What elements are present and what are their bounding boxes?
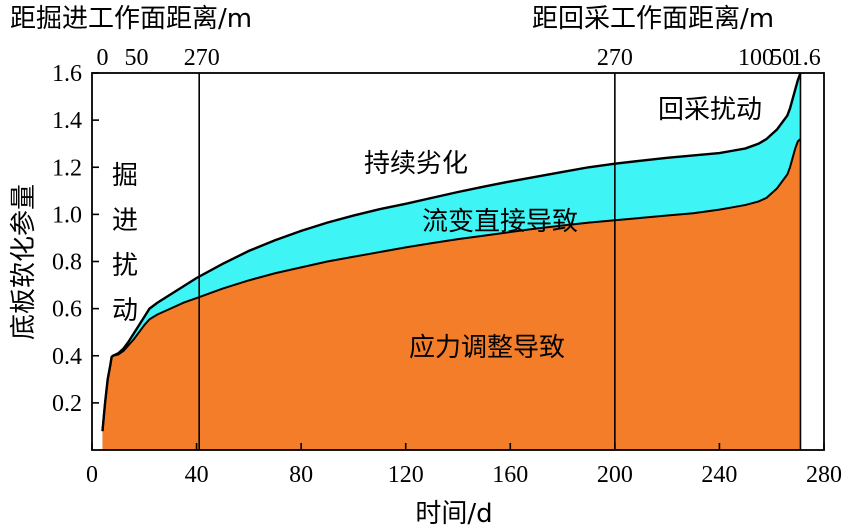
x-tick-label: 40 [185,462,209,488]
top-left-axis-title: 距掘进工作面距离/m [10,4,252,34]
stress-adjustment-line [101,138,802,432]
tick-layer: 0 40 80 120 160 200 240 280 0.2 0.4 0.6 0.8 1.0 1.2 1.… [52,45,842,488]
top-tick-label: 100 [738,45,774,71]
y-tick-label: 1.0 [52,202,82,228]
area-layer [101,72,802,450]
x-tick-label: 200 [597,462,633,488]
y-tick-label: 0.6 [52,297,82,323]
x-tick-label: 0 [86,462,98,488]
y-tick-label: 0.8 [52,250,82,276]
top-tick-label: 50 [124,45,148,71]
top-tick-label: 270 [184,45,220,71]
x-tick-label: 240 [701,462,737,488]
x-tick-label: 120 [388,462,424,488]
y-tick-label: 1.6 [52,61,82,87]
y-tick-label: 1.2 [52,155,82,181]
x-tick-label: 160 [492,462,528,488]
x-tick-label: 80 [289,462,313,488]
x-axis-title: 时间/d [415,499,492,529]
x-tick-label: 280 [806,462,842,488]
excavation-disturbance-char: 扰 [112,251,138,281]
excavation-disturbance-char: 进 [112,206,138,236]
y-tick-label: 1.4 [52,108,82,134]
top-tick-label: 0 [96,45,108,71]
y-axis-title: 底板软化参量 [9,184,39,340]
top-tick-label: 270 [597,45,633,71]
stress-adjustment-area [102,138,801,450]
vertical-line-layer [198,73,802,450]
annotation-rheology-caused: 流变直接导致 [422,207,578,237]
y-tick-label: 0.2 [52,391,82,417]
label-layer: 距掘进工作面距离/m 距回采工作面距离/m 时间/d 底板软化参量 持续劣化 流… [9,4,774,529]
top-tick-label: 1.6 [791,45,821,71]
excavation-disturbance-char: 动 [112,296,138,326]
top-right-axis-title: 距回采工作面距离/m [532,4,774,34]
annotation-persistent-deterioration: 持续劣化 [364,149,468,179]
top-tick-label: 50 [770,45,794,71]
y-tick-label: 0.4 [52,344,82,370]
annotation-mining-disturbance: 回采扰动 [658,95,762,125]
annotation-stress-adjustment-caused: 应力调整导致 [409,333,565,363]
rheology-line [101,72,802,432]
excavation-disturbance-char: 掘 [112,161,138,191]
